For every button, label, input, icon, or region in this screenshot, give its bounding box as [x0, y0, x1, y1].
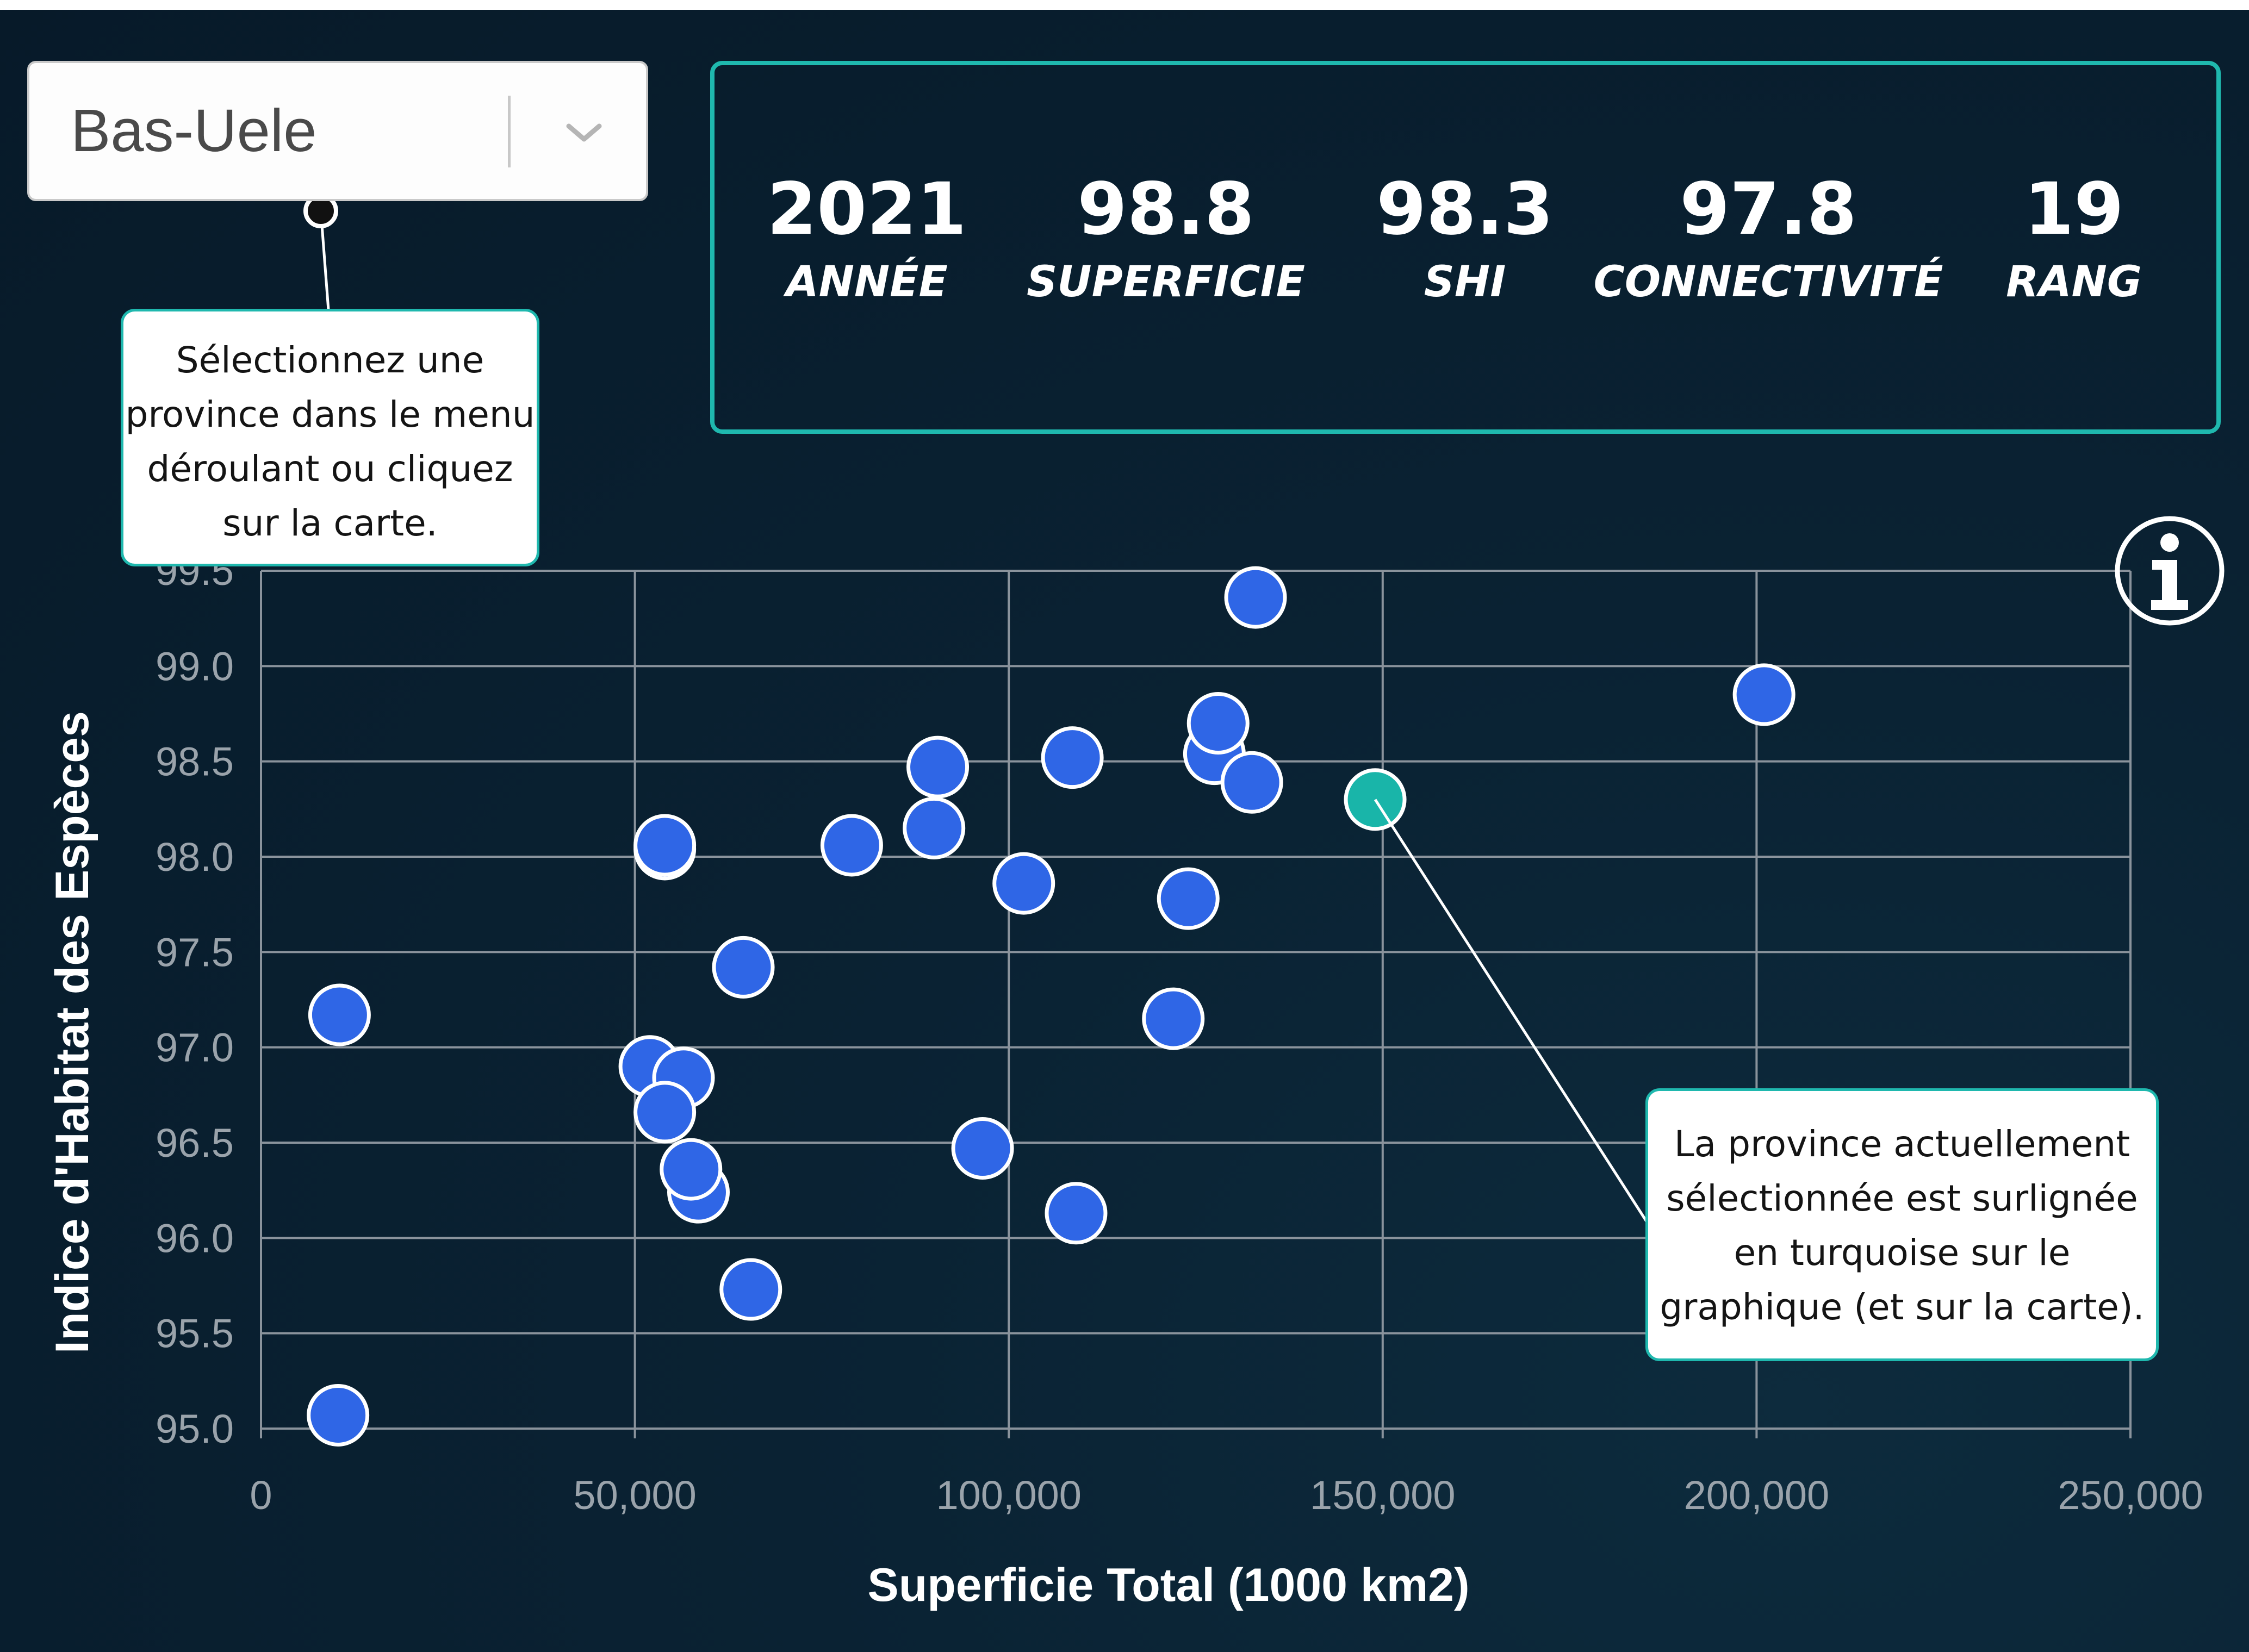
- scatter-point[interactable]: [1142, 987, 1205, 1050]
- stat-connectivity-label: CONNECTIVITÉ: [1593, 258, 1943, 307]
- scatter-point[interactable]: [951, 1117, 1014, 1180]
- chart-points: [307, 566, 1796, 1447]
- stats-panel: 2021 ANNÉE 98.8 SUPERFICIE 98.3 SHI 97.8…: [710, 61, 2221, 434]
- tooltip-selected-highlight: La province actuellement sélectionnée es…: [1645, 1088, 2159, 1361]
- tooltip-connector-line: [1374, 799, 1649, 1224]
- scatter-point[interactable]: [1157, 867, 1220, 930]
- scatter-point[interactable]: [633, 814, 697, 877]
- y-tick-label: 98.5: [156, 739, 234, 784]
- y-tick-label: 95.0: [156, 1406, 234, 1451]
- scatter-point[interactable]: [906, 735, 970, 799]
- scatter-point[interactable]: [660, 1138, 723, 1201]
- x-tick-label: 100,000: [936, 1473, 1082, 1518]
- x-axis-label: Superficie Total (1000 km2): [867, 1559, 1469, 1611]
- scatter-point[interactable]: [1220, 751, 1283, 814]
- province-dropdown[interactable]: Bas-Uele: [27, 61, 648, 201]
- x-tick-label: 200,000: [1684, 1473, 1830, 1518]
- y-axis-label: Indice d'Habitat des Espèces: [46, 711, 98, 1354]
- y-tick-label: 96.0: [156, 1215, 234, 1261]
- scatter-point[interactable]: [820, 814, 883, 877]
- stat-area-value: 98.8: [1077, 167, 1254, 251]
- stat-shi-label: SHI: [1424, 258, 1506, 307]
- scatter-point[interactable]: [307, 1383, 370, 1447]
- chart-grid: [260, 570, 2132, 1438]
- stat-year-value: 2021: [767, 167, 967, 251]
- info-icon[interactable]: [2115, 516, 2225, 626]
- scatter-point[interactable]: [1186, 692, 1250, 755]
- dropdown-separator: [508, 96, 511, 167]
- stat-shi: 98.3 SHI: [1376, 169, 1554, 312]
- x-tick-label: 0: [250, 1473, 272, 1518]
- stat-year: 2021 ANNÉE: [767, 169, 966, 312]
- tooltip-select-province: Sélectionnez une province dans le menu d…: [121, 309, 539, 566]
- scatter-point[interactable]: [712, 936, 775, 999]
- stat-area: 98.8 SUPERFICIE: [1027, 169, 1305, 312]
- scatter-point[interactable]: [308, 983, 371, 1046]
- y-tick-label: 99.0: [156, 644, 234, 689]
- x-tick-label: 250,000: [2058, 1473, 2203, 1518]
- scatter-point[interactable]: [992, 852, 1055, 915]
- stat-rank-value: 19: [2024, 167, 2124, 251]
- stat-connectivity: 97.8 CONNECTIVITÉ: [1594, 169, 1943, 312]
- province-dropdown-value: Bas-Uele: [71, 97, 317, 164]
- stat-area-label: SUPERFICIE: [1027, 258, 1305, 307]
- scatter-point[interactable]: [719, 1258, 782, 1321]
- stat-year-label: ANNÉE: [786, 258, 948, 307]
- stat-rank: 19 RANG: [2006, 169, 2142, 312]
- chart-tick-labels: 0 50,000 100,000 150,000 200,000 250,000 95.0 9…: [156, 548, 2203, 1518]
- scatter-point[interactable]: [1041, 726, 1104, 789]
- chevron-down-icon[interactable]: [557, 105, 611, 160]
- top-edge: [0, 0, 2249, 10]
- y-tick-label: 97.5: [156, 930, 234, 975]
- y-tick-label: 97.0: [156, 1025, 234, 1070]
- y-tick-label: 95.5: [156, 1311, 234, 1356]
- scatter-point[interactable]: [1045, 1182, 1108, 1245]
- y-tick-label: 98.0: [156, 834, 234, 880]
- stat-shi-value: 98.3: [1376, 167, 1554, 251]
- scatter-point[interactable]: [633, 1081, 697, 1144]
- x-tick-label: 50,000: [573, 1473, 696, 1518]
- scatter-point[interactable]: [903, 796, 966, 859]
- y-tick-label: 96.5: [156, 1120, 234, 1165]
- stat-connectivity-value: 97.8: [1680, 167, 1857, 251]
- stat-rank-label: RANG: [2006, 258, 2142, 307]
- scatter-point[interactable]: [1732, 663, 1796, 726]
- x-tick-label: 150,000: [1310, 1473, 1456, 1518]
- scatter-point[interactable]: [1224, 566, 1287, 629]
